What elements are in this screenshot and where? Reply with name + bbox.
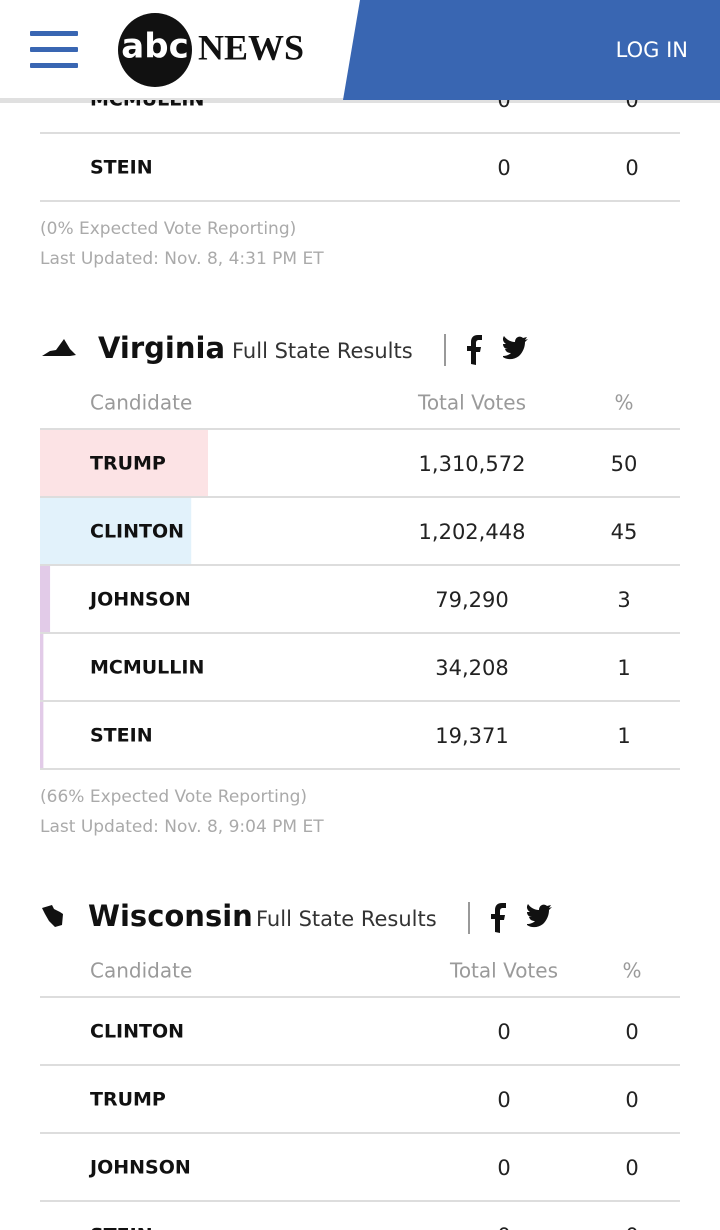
full-results-link[interactable]: Full State Results: [232, 339, 413, 363]
facebook-icon[interactable]: [467, 335, 482, 365]
candidate-name: STEIN: [90, 1225, 153, 1230]
total-votes: 0: [497, 1088, 510, 1112]
total-votes: 0: [497, 1224, 510, 1230]
total-votes: 0: [497, 156, 510, 180]
column-header: Candidate: [90, 959, 192, 983]
vote-bar: [40, 702, 44, 768]
logo-abc: abc: [121, 27, 188, 67]
state-name: Virginia: [98, 331, 225, 365]
reporting-note: (66% Expected Vote Reporting): [40, 787, 307, 807]
candidate-name: CLINTON: [90, 521, 184, 543]
total-votes: 1,202,448: [419, 520, 526, 544]
twitter-icon[interactable]: [526, 904, 552, 928]
logo-circle: [118, 13, 192, 87]
column-header: %: [614, 391, 633, 415]
total-votes: 1,310,572: [419, 452, 526, 476]
total-votes: 19,371: [435, 724, 508, 748]
percent: 0: [625, 1224, 638, 1230]
percent: 0: [625, 156, 638, 180]
candidate-name: CLINTON: [90, 1021, 184, 1043]
facebook-icon[interactable]: [491, 903, 506, 933]
candidate-name: TRUMP: [90, 1089, 166, 1111]
percent: 0: [625, 1156, 638, 1180]
percent: 50: [611, 452, 638, 476]
percent: 1: [617, 656, 630, 680]
logo[interactable]: abc NEWS: [118, 13, 304, 87]
candidate-name: JOHNSON: [88, 589, 191, 611]
header-shadow: [0, 98, 720, 103]
total-votes: 79,290: [435, 588, 508, 612]
menu-button[interactable]: [30, 31, 78, 68]
column-header: Total Votes: [417, 391, 526, 415]
logo-news: NEWS: [198, 27, 304, 67]
candidate-name: STEIN: [90, 725, 153, 747]
updated-note: Last Updated: Nov. 8, 9:04 PM ET: [40, 817, 324, 837]
updated-note: Last Updated: Nov. 8, 4:31 PM ET: [40, 249, 324, 269]
candidate-name: TRUMP: [90, 453, 166, 475]
vote-bar: [40, 498, 192, 564]
header-blue: [343, 0, 720, 100]
full-results-link[interactable]: Full State Results: [256, 907, 437, 931]
vote-bar: [40, 430, 208, 496]
header: abc NEWS LOG IN: [0, 0, 720, 103]
candidate-name: MCMULLIN: [90, 657, 204, 679]
state-name: Wisconsin: [88, 899, 253, 933]
state-icon: [42, 905, 63, 927]
login-link[interactable]: LOG IN: [616, 38, 688, 62]
state-icon: [42, 339, 76, 356]
vote-bar: [40, 634, 44, 700]
percent: 3: [617, 588, 630, 612]
twitter-icon[interactable]: [502, 336, 528, 360]
total-votes: 34,208: [435, 656, 508, 680]
percent: 1: [617, 724, 630, 748]
reporting-note: (0% Expected Vote Reporting): [40, 219, 296, 239]
column-header: Total Votes: [449, 959, 558, 983]
candidate-name: STEIN: [90, 157, 153, 179]
results: MCMULLIN 0 0 STEIN 0 0 (0% Expected Vote Repor…: [40, 64, 680, 1230]
total-votes: 0: [497, 1020, 510, 1044]
total-votes: 0: [497, 1156, 510, 1180]
vote-bar: [40, 566, 51, 632]
percent: 0: [625, 1020, 638, 1044]
percent: 45: [611, 520, 638, 544]
column-header: Candidate: [90, 391, 192, 415]
column-header: %: [622, 959, 641, 983]
percent: 0: [625, 1088, 638, 1112]
candidate-name: JOHNSON: [88, 1157, 191, 1179]
